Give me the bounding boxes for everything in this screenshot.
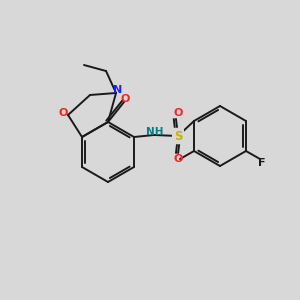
Text: S: S [174, 130, 182, 142]
Text: F: F [258, 158, 266, 168]
Text: NH: NH [146, 127, 164, 137]
Text: O: O [173, 154, 183, 164]
Text: O: O [120, 94, 130, 104]
Text: O: O [58, 108, 68, 118]
Text: N: N [113, 85, 123, 95]
Text: O: O [173, 108, 183, 118]
